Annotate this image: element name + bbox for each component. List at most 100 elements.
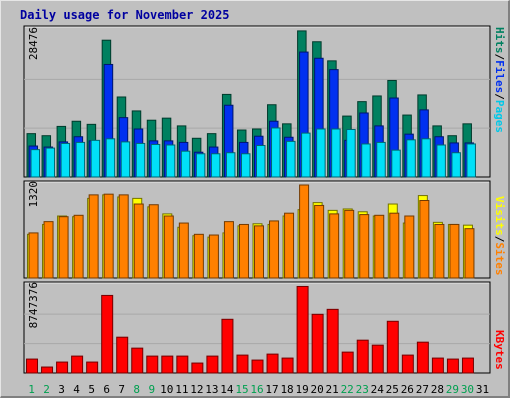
bar-pages-day-15 — [240, 153, 251, 178]
bar-pages-day-1 — [30, 149, 41, 178]
bar-sites-day-25 — [389, 212, 400, 279]
x-tick-label: 17 — [265, 383, 278, 396]
x-tick-label: 1 — [28, 383, 35, 396]
bar-kbytes-day-14 — [221, 318, 234, 374]
bar-kbytes-day-13 — [206, 355, 219, 374]
bar-sites-day-8 — [133, 203, 144, 279]
bar-kbytes-day-16 — [251, 359, 264, 374]
bar-pages-day-26 — [406, 139, 416, 178]
legend-entry: / — [493, 236, 506, 243]
bar-pages-day-5 — [90, 139, 101, 178]
bar-pages-day-24 — [376, 141, 386, 178]
bar-pages-day-28 — [436, 144, 446, 178]
x-tick-label: 3 — [58, 383, 65, 396]
bar-pages-day-2 — [45, 147, 56, 178]
bar-kbytes-day-7 — [116, 336, 129, 374]
bar-kbytes-day-24 — [371, 344, 384, 374]
x-tick-label: 10 — [160, 383, 173, 396]
x-tick-label: 16 — [250, 383, 263, 396]
bar-kbytes-day-9 — [146, 355, 159, 374]
bar-kbytes-day-4 — [71, 355, 84, 374]
x-tick-label: 29 — [446, 383, 459, 396]
bar-sites-day-2 — [43, 221, 54, 279]
x-tick-label: 11 — [175, 383, 188, 396]
bar-sites-day-26 — [404, 215, 415, 279]
bar-kbytes-day-3 — [56, 361, 69, 374]
x-tick-label: 22 — [341, 383, 354, 396]
bar-sites-day-14 — [223, 221, 234, 279]
x-tick-label: 6 — [103, 383, 110, 396]
x-tick-label: 27 — [416, 383, 429, 396]
bar-kbytes-day-11 — [176, 355, 189, 374]
bar-pages-day-20 — [316, 128, 326, 178]
bar-kbytes-day-5 — [86, 361, 99, 374]
bar-sites-day-24 — [374, 214, 385, 279]
bar-kbytes-day-17 — [266, 353, 279, 374]
legend-visits-sites: Visits/Sites — [493, 196, 506, 276]
bar-pages-day-13 — [210, 153, 221, 178]
bar-pages-day-6 — [105, 138, 116, 178]
bar-pages-day-18 — [286, 140, 296, 178]
legend-entry: Visits — [493, 196, 506, 236]
bar-sites-day-27 — [419, 200, 430, 279]
bar-pages-day-8 — [135, 142, 146, 178]
x-tick-label: 5 — [88, 383, 95, 396]
bar-sites-day-29 — [449, 223, 460, 279]
bar-sites-day-21 — [329, 213, 340, 279]
x-tick-label: 7 — [118, 383, 125, 396]
bar-pages-day-23 — [361, 143, 371, 178]
bar-kbytes-day-15 — [236, 354, 249, 374]
legend-kbytes: KBytes — [493, 330, 506, 370]
bar-sites-day-17 — [269, 220, 280, 279]
bar-pages-day-3 — [60, 142, 71, 178]
bar-pages-day-30 — [466, 143, 476, 178]
bar-pages-day-7 — [120, 141, 131, 178]
bar-kbytes-day-29 — [446, 358, 459, 374]
bar-sites-day-11 — [178, 222, 189, 279]
bar-sites-day-22 — [344, 209, 355, 279]
legend-entry: / — [493, 54, 506, 61]
bar-kbytes-day-10 — [161, 355, 174, 374]
legend-entry: Sites — [493, 242, 506, 275]
bar-kbytes-day-1 — [26, 358, 39, 374]
bar-kbytes-day-21 — [326, 308, 339, 374]
bar-pages-day-14 — [225, 152, 236, 178]
x-tick-label: 28 — [431, 383, 444, 396]
bar-kbytes-day-18 — [281, 357, 294, 374]
bar-kbytes-day-8 — [131, 347, 144, 374]
legend-entry: KBytes — [493, 330, 506, 370]
bar-pages-day-27 — [421, 138, 431, 178]
ymax-label-hits-files-pages: 28476 — [27, 27, 40, 60]
bar-sites-day-20 — [314, 204, 325, 279]
bar-kbytes-day-25 — [386, 320, 399, 374]
bar-sites-day-3 — [58, 216, 69, 279]
bar-pages-day-25 — [391, 149, 401, 178]
bar-kbytes-day-20 — [311, 313, 324, 374]
bar-sites-day-10 — [163, 215, 174, 279]
bar-sites-day-6 — [103, 193, 114, 279]
x-tick-label: 15 — [235, 383, 248, 396]
bar-pages-day-21 — [331, 128, 341, 178]
bar-pages-day-4 — [75, 141, 86, 178]
ymax-label-visits-sites: 1320 — [27, 181, 40, 208]
bar-pages-day-22 — [346, 129, 356, 178]
bar-kbytes-day-19 — [296, 285, 309, 374]
bar-sites-day-18 — [284, 212, 295, 279]
bar-sites-day-15 — [238, 223, 249, 279]
bar-pages-day-9 — [150, 143, 161, 178]
bar-kbytes-day-30 — [461, 357, 474, 374]
legend-entry: Hits — [493, 27, 506, 54]
bar-sites-day-28 — [434, 223, 445, 279]
bar-kbytes-day-27 — [416, 341, 429, 374]
bar-kbytes-day-23 — [356, 339, 369, 374]
bar-sites-day-13 — [208, 234, 219, 279]
bar-pages-day-12 — [195, 153, 206, 178]
x-tick-label: 26 — [401, 383, 414, 396]
bar-sites-day-12 — [193, 233, 204, 279]
legend-entry: / — [493, 93, 506, 100]
bar-sites-day-16 — [254, 225, 264, 279]
bar-kbytes-day-6 — [101, 294, 114, 374]
bar-sites-day-9 — [148, 204, 159, 279]
x-tick-label: 18 — [280, 383, 293, 396]
